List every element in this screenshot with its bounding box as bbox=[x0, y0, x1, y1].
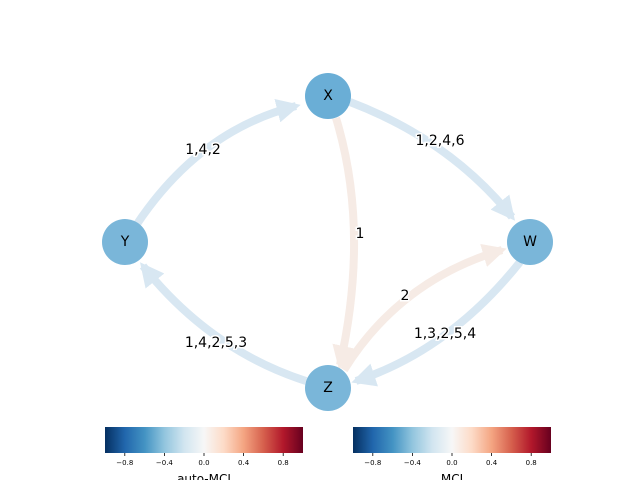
tick-label: 0.0 bbox=[446, 459, 457, 467]
tick-label: −0.4 bbox=[404, 459, 422, 467]
edge-label: 1,2,4,6 bbox=[416, 133, 465, 149]
edges bbox=[133, 98, 524, 387]
tick-label: 0.4 bbox=[486, 459, 498, 467]
node bbox=[305, 73, 351, 119]
node-label: W bbox=[523, 234, 537, 250]
node bbox=[102, 219, 148, 265]
edge-label: 1,4,2,5,3 bbox=[185, 335, 247, 351]
node bbox=[305, 365, 351, 411]
tick-label: 0.8 bbox=[278, 459, 289, 467]
node-label: Y bbox=[120, 234, 130, 250]
edge bbox=[351, 259, 524, 387]
node-label: X bbox=[323, 88, 333, 104]
edge bbox=[133, 99, 301, 227]
tick-label: 0.8 bbox=[526, 459, 537, 467]
edge bbox=[332, 116, 358, 370]
tick-label: −0.4 bbox=[156, 459, 174, 467]
edge bbox=[340, 243, 507, 373]
colorbar-label: MCI bbox=[441, 472, 463, 480]
edge-label: 1,4,2 bbox=[185, 142, 221, 158]
tick-label: −0.8 bbox=[116, 459, 133, 467]
edge bbox=[348, 98, 516, 221]
colorbar bbox=[105, 427, 303, 453]
tick-label: 0.4 bbox=[238, 459, 250, 467]
edge-label: 1 bbox=[356, 226, 365, 242]
tick-label: −0.8 bbox=[364, 459, 381, 467]
colorbar bbox=[353, 427, 551, 453]
edge bbox=[139, 262, 308, 385]
node bbox=[507, 219, 553, 265]
tick-label: 0.0 bbox=[198, 459, 209, 467]
node-label: Z bbox=[323, 380, 333, 396]
colorbar-label: auto-MCI bbox=[177, 472, 231, 480]
edge-label: 2 bbox=[401, 288, 410, 304]
edge-label: 1,3,2,5,4 bbox=[414, 326, 476, 342]
